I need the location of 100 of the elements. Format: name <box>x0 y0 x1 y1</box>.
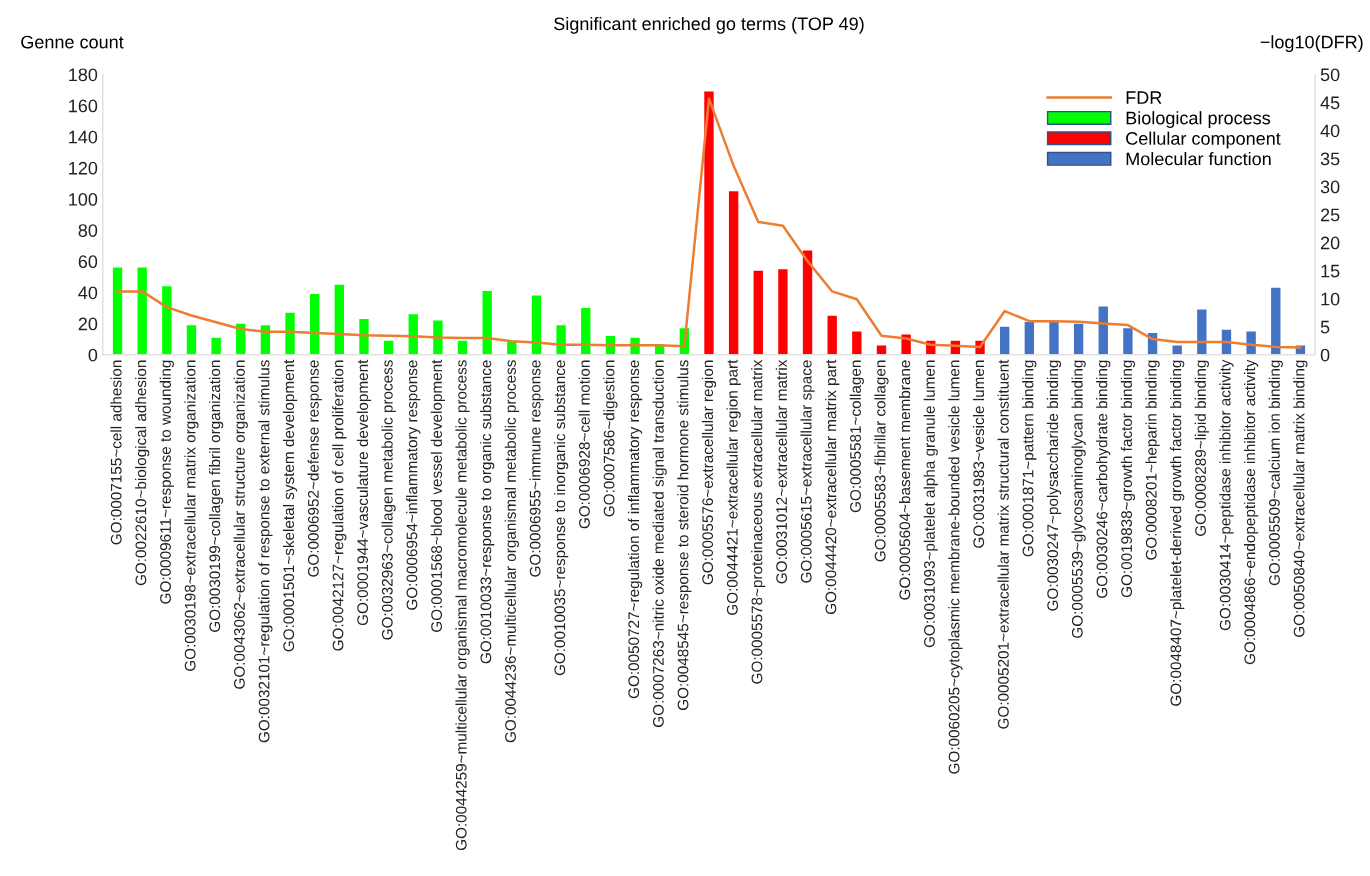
y2-tick-label: 10 <box>1321 292 1340 306</box>
x-tick-label: GO:0004866~endopeptidase inhibitor activity <box>1244 359 1259 665</box>
x-tick-label: GO:0005604~basement membrane <box>899 360 911 600</box>
bar <box>1024 322 1035 355</box>
x-tick-label: GO:0005509~calcium ion binding <box>1268 360 1283 586</box>
x-tick-label: GO:0001944~vasculature development <box>356 359 372 626</box>
x-tick-label: GO:0001568~blood vessel development <box>430 359 446 632</box>
x-tick-label: GO:0022610~biological adhesion <box>135 360 150 586</box>
x-tick-label: GO:0030246~carbohydrate binding <box>1096 360 1111 598</box>
y-tick-label: 140 <box>69 130 98 144</box>
y-tick-label: 120 <box>69 161 98 175</box>
bar <box>137 267 147 355</box>
bar <box>1172 345 1182 355</box>
bar <box>162 286 172 355</box>
bar <box>359 318 369 355</box>
y2-tick-label: 5 <box>1320 320 1330 334</box>
y-tick-label: 80 <box>78 224 98 237</box>
bar <box>285 312 295 355</box>
x-tick-label: GO:0006952~defense response <box>307 360 322 577</box>
x-tick-label: GO:0005201~extracellular matrix structural constituent <box>997 359 1009 729</box>
x-tick-label: GO:0031093~platelet alpha granule lumen <box>923 360 938 648</box>
x-tick-label: GO:0007586~digestion <box>603 360 618 517</box>
y2-tick-label: 50 <box>1320 68 1340 82</box>
bar <box>334 284 345 355</box>
x-tick-label: GO:0005578~proteinaceous extracellular matrix <box>751 359 766 684</box>
bar <box>876 345 887 355</box>
x-tick-label: GO:0006955~immune response <box>529 360 544 577</box>
y2-tick-label: 20 <box>1320 236 1340 250</box>
bar <box>827 315 837 355</box>
x-tick-label: GO:0030198~extracellular matrix organization <box>184 360 199 671</box>
y-tick-label: 60 <box>78 255 98 269</box>
legend-label: FDR <box>1126 91 1162 104</box>
x-tick-label: GO:0032101~regulation of response to external stimulus <box>258 360 273 743</box>
x-tick-label: GO:0030199~collagen fibril organization <box>208 360 224 632</box>
y-tick-label: 180 <box>69 68 98 82</box>
bar <box>1271 287 1281 355</box>
y-tick-label: 100 <box>69 192 98 206</box>
y2-tick-label: 25 <box>1320 208 1340 222</box>
bar <box>186 325 197 355</box>
x-tick-label: GO:0006928~cell motion <box>578 360 590 529</box>
y2-tick-label: 45 <box>1320 96 1340 110</box>
y-axis-title: Genne count <box>21 35 124 49</box>
y2-axis-title: −log10(DFR) <box>1260 35 1363 53</box>
x-tick-label: GO:0005581~collagen <box>849 360 864 513</box>
bar <box>211 337 221 355</box>
x-tick-label: GO:0008289~lipid binding <box>1194 360 1209 536</box>
x-tick-label: GO:0008201~heparin binding <box>1145 360 1160 560</box>
x-tick-label: GO:0048545~response to steroid hormone stimulus <box>677 360 692 711</box>
x-tick-label: GO:0030247~polysaccharide binding <box>1046 360 1062 611</box>
y-tick-label: 40 <box>78 286 98 300</box>
x-tick-label: GO:0001871~pattern binding <box>1022 360 1037 557</box>
y2-tick-label: 35 <box>1320 152 1340 166</box>
y2-tick-label: 0 <box>1320 348 1330 362</box>
legend-label: Biological process <box>1126 111 1271 128</box>
x-tick-label: GO:0007155~cell adhesion <box>110 360 122 545</box>
x-tick-label: GO:0044421~extracellular region part <box>726 359 741 615</box>
x-tick-label: GO:0001501~skeletal system development <box>282 359 298 652</box>
bar <box>778 269 788 355</box>
x-tick-label: GO:0010033~response to organic substance <box>480 360 495 664</box>
x-tick-label: GO:0005583~fibrillar collagen <box>874 360 889 562</box>
bar <box>704 91 714 355</box>
x-tick-label: GO:0031983~vesicle lumen <box>972 360 985 548</box>
y-tick-label: 160 <box>69 99 98 113</box>
x-tick-label: GO:0044236~multicellular organismal metabolic process <box>504 360 519 743</box>
bar <box>1073 323 1084 355</box>
bar <box>433 320 443 355</box>
bar <box>1049 322 1059 355</box>
bar <box>1123 328 1133 355</box>
bar <box>1197 309 1207 355</box>
y-tick-label: 0 <box>88 348 98 362</box>
x-tick-label: GO:0044259~multicellular organismal macromolecule metabolic process <box>455 360 470 851</box>
bar <box>482 290 492 355</box>
x-tick-label: GO:0009611~response to wounding <box>159 360 174 604</box>
bar <box>531 295 542 355</box>
x-tick-label: GO:0031012~extracellular matrix <box>775 359 788 584</box>
x-tick-label: GO:0050727~regulation of inflammatory response <box>627 360 643 699</box>
bar <box>1000 326 1010 355</box>
y-tick-label: 20 <box>78 317 98 331</box>
x-tick-label: GO:0060205~cytoplasmic membrane-bounded vesicle lumen <box>948 360 963 774</box>
chart-title: Significant enriched go terms (TOP 49) <box>554 16 864 34</box>
x-tick-label: GO:0032963~collagen metabolic process <box>381 360 396 640</box>
bar <box>310 294 320 355</box>
x-tick-label: GO:0043062~extracellular structure organization <box>233 360 248 689</box>
x-tick-label: GO:0010035~response to inorganic substance <box>553 360 569 676</box>
x-tick-label: GO:0005615~extracellular space <box>800 360 815 583</box>
bar <box>112 267 123 355</box>
x-tick-label: GO:0005539~glycosaminoglycan binding <box>1071 360 1086 638</box>
x-tick-label: GO:0050840~extracellular matrix binding <box>1293 360 1308 637</box>
y2-tick-label: 15 <box>1321 264 1340 278</box>
x-tick-label: GO:0044420~extracellular matrix part <box>825 359 840 615</box>
y2-tick-label: 40 <box>1320 124 1340 138</box>
x-tick-label: GO:0048407~platelet-derived growth factor binding <box>1170 360 1185 706</box>
x-tick-label: GO:0007263~nitric oxide mediated signal transduction <box>652 360 667 728</box>
x-tick-label: GO:0030414~peptidase inhibitor activity <box>1219 359 1234 631</box>
x-tick-label: GO:0019838~growth factor binding <box>1120 360 1136 598</box>
legend-label: Molecular function <box>1126 152 1271 166</box>
x-tick-label: GO:0005576~extracellular region <box>701 360 717 585</box>
bar <box>802 250 813 355</box>
x-tick-label: GO:0006954~inflammatory response <box>406 360 421 610</box>
x-tick-label: GO:0042127~regulation of cell proliferation <box>332 360 347 651</box>
